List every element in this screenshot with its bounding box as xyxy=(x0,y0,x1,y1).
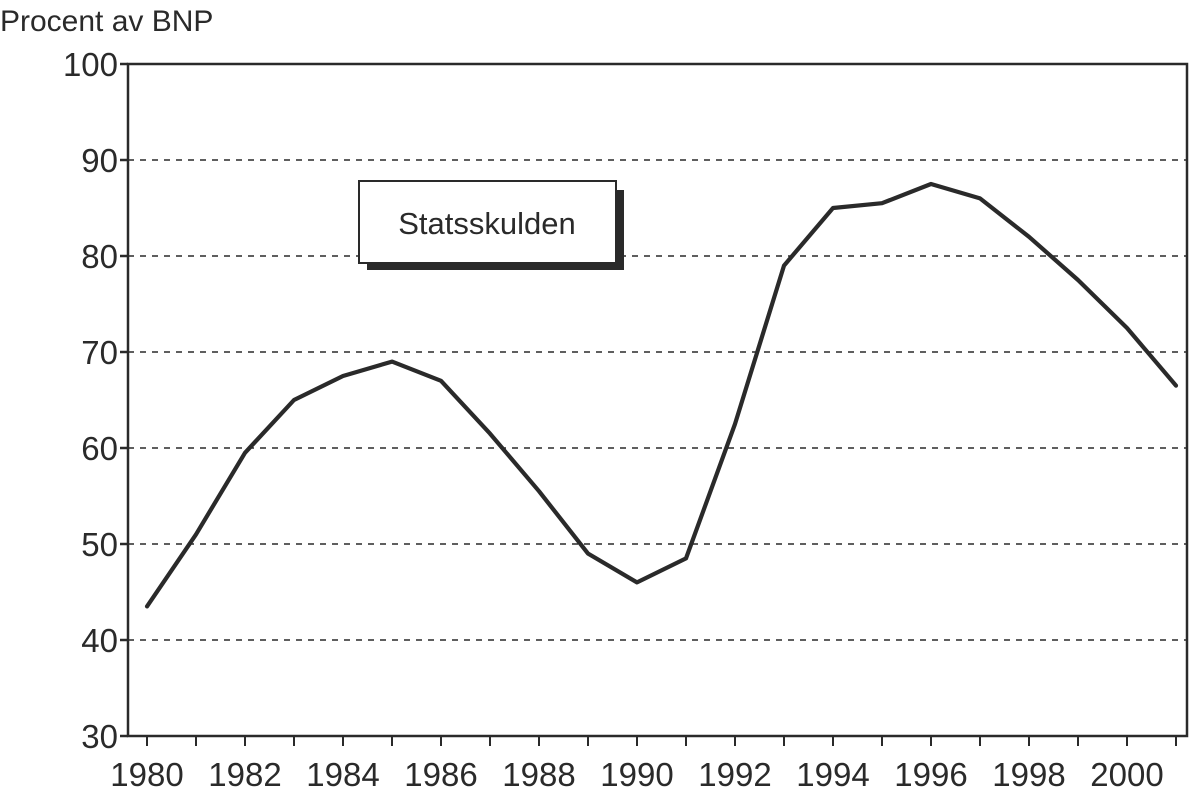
series-group xyxy=(144,181,1179,609)
y-tick-label-50: 50 xyxy=(81,526,118,563)
x-tick-label-1990: 1990 xyxy=(600,756,673,789)
plot-border xyxy=(126,62,1189,738)
y-tick-label-90: 90 xyxy=(81,142,118,179)
x-tick-label-2000: 2000 xyxy=(1090,756,1163,789)
series-line-0 xyxy=(144,181,1179,609)
x-tick-label-1980: 1980 xyxy=(110,756,183,789)
y-tick-label-30: 30 xyxy=(81,718,118,755)
x-tick-label-1992: 1992 xyxy=(698,756,771,789)
legend-box xyxy=(358,180,617,264)
y-tick-label-60: 60 xyxy=(81,430,118,467)
y-tick-label-100: 100 xyxy=(63,46,118,83)
y-axis-ticks: 30 40 50 60 70 80 90 100 xyxy=(63,46,128,755)
y-tick-label-80: 80 xyxy=(81,238,118,275)
y-axis-label: Procent av BNP xyxy=(0,5,213,38)
legend-label-statsskulden: Statsskulden xyxy=(398,206,576,241)
x-tick-label-1984: 1984 xyxy=(306,756,379,789)
y-tick-label-70: 70 xyxy=(81,334,118,371)
legend: Statsskulden xyxy=(358,180,624,270)
x-tick-label-1998: 1998 xyxy=(992,756,1065,789)
x-tick-label-1988: 1988 xyxy=(502,756,575,789)
gridlines xyxy=(128,159,1187,641)
x-tick-label-1986: 1986 xyxy=(404,756,477,789)
x-tick-label-1994: 1994 xyxy=(796,756,869,789)
x-tick-label-1996: 1996 xyxy=(894,756,967,789)
x-tick-label-1982: 1982 xyxy=(208,756,281,789)
plot-frame xyxy=(126,62,1189,738)
x-axis-ticks: 1980 1982 1984 1986 1988 1990 1992 1994 1996 1998… xyxy=(110,736,1177,789)
y-tick-label-40: 40 xyxy=(81,622,118,659)
